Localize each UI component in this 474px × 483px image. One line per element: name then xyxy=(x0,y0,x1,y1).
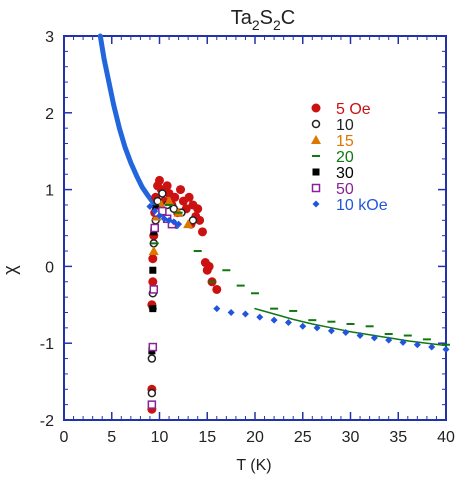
y-tick-label: -1 xyxy=(40,336,54,353)
data-point-15 xyxy=(148,246,159,256)
data-point-5-oe xyxy=(148,277,158,287)
legend-label: 50 xyxy=(336,181,354,198)
data-point-30 xyxy=(149,305,157,313)
data-point-10-koe xyxy=(327,327,335,335)
x-tick-label: 0 xyxy=(60,429,69,446)
data-point-10 xyxy=(169,204,179,214)
legend-label: 15 xyxy=(336,133,354,150)
data-point-10-koe xyxy=(146,202,154,210)
legend-label: 10 kOe xyxy=(336,197,388,214)
chart-title: Ta2S2C xyxy=(231,7,296,33)
data-point-10-koe xyxy=(399,338,407,346)
title-part-3: S xyxy=(260,7,273,29)
legend-label: 10 xyxy=(336,117,354,134)
title-part-2: 2 xyxy=(252,17,260,33)
data-point-5-oe xyxy=(197,227,207,237)
y-tick-label: 2 xyxy=(45,106,54,123)
data-point-5-oe xyxy=(204,261,214,271)
data-point-10-koe xyxy=(342,328,350,336)
secondary-fit-line xyxy=(254,307,447,347)
y-tick-label: -2 xyxy=(40,413,54,430)
data-point-5-oe xyxy=(176,185,186,195)
data-point-10-koe xyxy=(241,310,249,318)
title-part-4: 2 xyxy=(273,17,281,33)
data-point-30 xyxy=(149,266,157,274)
data-point-5-oe xyxy=(162,181,172,191)
data-point-10-koe xyxy=(370,334,378,342)
data-point-50 xyxy=(150,223,159,233)
x-tick-label: 25 xyxy=(294,429,312,446)
data-point-10-koe xyxy=(313,324,321,332)
title-part-1: Ta xyxy=(231,7,253,29)
data-point-10-koe xyxy=(442,345,450,353)
x-tick-label: 10 xyxy=(151,429,169,446)
data-point-10-koe xyxy=(256,313,264,321)
data-point-10-koe xyxy=(413,341,421,349)
data-point-5-oe xyxy=(193,204,203,214)
data-point-10 xyxy=(188,216,198,225)
data-point-50 xyxy=(148,342,158,352)
data-point-50 xyxy=(147,400,157,409)
data-point-10-koe xyxy=(356,332,364,340)
data-point-5-oe xyxy=(184,192,194,202)
data-point-10-koe xyxy=(213,305,221,313)
legend-label: 20 xyxy=(336,149,354,166)
plot-frame xyxy=(63,35,447,421)
data-point-10-koe xyxy=(284,318,292,326)
legend-marker xyxy=(311,135,321,144)
data-markers xyxy=(146,175,450,414)
fit-curves xyxy=(97,33,447,347)
data-point-10 xyxy=(147,354,157,363)
x-tick-label: 35 xyxy=(389,429,407,446)
data-point-5-oe xyxy=(195,215,205,225)
data-point-50 xyxy=(158,206,167,216)
data-point-15 xyxy=(183,219,194,229)
data-point-10 xyxy=(158,189,167,198)
data-point-5-oe xyxy=(170,192,180,202)
data-point-10-koe xyxy=(170,218,178,226)
y-axis-label: χ xyxy=(0,265,20,275)
data-point-10 xyxy=(147,388,157,398)
legend-marker xyxy=(311,103,321,113)
legend-marker xyxy=(311,183,321,193)
legend-marker xyxy=(312,168,320,176)
data-point-10-koe xyxy=(299,322,307,330)
y-tick-label: 3 xyxy=(45,29,54,46)
data-point-10-koe xyxy=(428,343,436,351)
legend-marker xyxy=(311,119,321,129)
legend-marker xyxy=(312,200,320,208)
x-tick-label: 15 xyxy=(198,429,216,446)
legend-label: 30 xyxy=(336,165,354,182)
data-point-10-koe xyxy=(175,220,183,228)
data-point-5-oe xyxy=(155,175,164,185)
data-point-10-koe xyxy=(270,316,278,324)
x-tick-label: 20 xyxy=(246,429,264,446)
x-tick-label: 30 xyxy=(342,429,360,446)
data-point-50 xyxy=(149,285,159,294)
x-axis-label: T (K) xyxy=(236,457,271,474)
x-tick-label: 5 xyxy=(107,429,116,446)
legend-label: 5 Oe xyxy=(336,101,371,118)
plot-border xyxy=(63,35,447,421)
y-tick-label: 0 xyxy=(45,259,54,276)
data-point-10-koe xyxy=(151,207,159,215)
data-point-5-oe xyxy=(148,254,158,264)
data-point-10-koe xyxy=(156,212,163,220)
y-tick-label: 1 xyxy=(45,183,54,200)
title-part-5: C xyxy=(281,7,295,29)
data-point-15 xyxy=(164,196,175,206)
x-tick-label: 40 xyxy=(437,429,455,446)
data-point-10-koe xyxy=(227,308,235,316)
data-point-10-koe xyxy=(385,336,393,344)
data-point-5-oe xyxy=(212,284,222,294)
